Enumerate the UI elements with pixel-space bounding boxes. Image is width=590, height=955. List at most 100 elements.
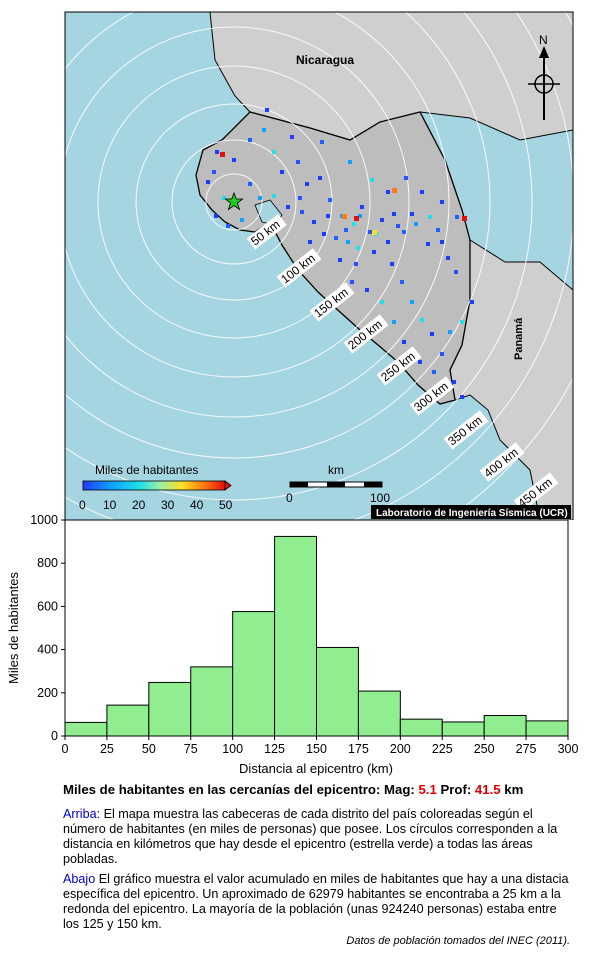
district-point: [300, 210, 304, 214]
district-point: [215, 150, 219, 154]
scale-bar: km 0 100: [286, 463, 390, 505]
district-point: [298, 196, 302, 200]
district-point: [326, 214, 330, 218]
district-point: [265, 108, 269, 112]
x-tick-label: 25: [100, 742, 114, 756]
y-tick-label: 1000: [30, 513, 58, 527]
district-point: [396, 224, 400, 228]
svg-text:30: 30: [161, 498, 175, 512]
district-point: [360, 205, 364, 209]
district-point: [356, 246, 360, 250]
district-point: [432, 370, 436, 374]
district-point: [312, 220, 316, 224]
district-point: [386, 190, 390, 194]
x-tick-label: 75: [184, 742, 198, 756]
district-point-high: [220, 152, 225, 157]
bar-0-25: [64, 721, 108, 737]
caption-arriba: Arriba: El mapa muestra las cabeceras de…: [63, 807, 558, 866]
bar-250-275: [483, 714, 527, 737]
district-point: [328, 198, 332, 202]
y-tick-label: 0: [51, 729, 58, 743]
bar-150-175: [316, 646, 359, 737]
x-tick-label: 200: [390, 742, 411, 756]
bar-225-250: [441, 721, 485, 737]
district-points: [206, 108, 474, 399]
district-point: [440, 352, 444, 356]
svg-text:100: 100: [370, 491, 390, 505]
y-tick-label: 600: [37, 599, 58, 613]
district-point: [436, 228, 440, 232]
district-point: [420, 190, 424, 194]
x-tick-label: 175: [348, 742, 369, 756]
district-point: [348, 160, 352, 164]
district-point: [400, 280, 404, 284]
district-point: [440, 240, 444, 244]
y-axis-label: Miles de habitantes: [6, 571, 21, 684]
population-map: Nicaragua Panamá N 50 km 100 km 150 km 2…: [64, 11, 574, 520]
district-point: [344, 228, 348, 232]
district-point: [350, 280, 354, 284]
district-point: [272, 194, 276, 198]
district-point: [346, 240, 350, 244]
district-point: [248, 138, 252, 142]
svg-text:0: 0: [286, 491, 293, 505]
district-point: [334, 236, 338, 240]
epicenter-star-icon: [224, 191, 244, 211]
credit-label: Laboratorio de Ingeniería Sísmica (UCR): [376, 508, 568, 519]
district-point: [305, 182, 309, 186]
x-tick-label: 250: [474, 742, 495, 756]
district-point-high: [372, 230, 377, 235]
x-axis-label: Distancia al epicentro (km): [239, 761, 393, 776]
district-point: [410, 212, 414, 216]
district-point: [460, 320, 464, 324]
x-axis-ticks: 0 25 50 75 100 125 150 175 200 225 250 275 300: [62, 736, 578, 756]
x-tick-label: 50: [142, 742, 156, 756]
y-tick-label: 400: [37, 643, 58, 657]
district-point: [222, 196, 226, 200]
bar-125-150: [274, 535, 318, 737]
nicaragua-label: Nicaragua: [296, 53, 354, 67]
district-point: [370, 178, 374, 182]
district-point: [322, 232, 326, 236]
x-tick-label: 0: [62, 742, 69, 756]
bar-75-100: [190, 666, 234, 737]
district-point: [404, 176, 408, 180]
district-point: [258, 196, 262, 200]
district-point: [352, 222, 356, 226]
panama-label: Panamá: [513, 317, 525, 360]
svg-text:10: 10: [103, 498, 117, 512]
district-point: [390, 262, 394, 266]
district-point-high: [354, 216, 359, 221]
svg-text:40: 40: [190, 498, 204, 512]
y-tick-label: 200: [37, 686, 58, 700]
district-point: [286, 205, 290, 209]
x-tick-label: 225: [432, 742, 453, 756]
district-point: [455, 215, 459, 219]
district-point: [240, 218, 244, 222]
district-point: [290, 135, 294, 139]
bar-100-125: [232, 611, 276, 737]
district-point: [214, 214, 218, 218]
caption-abajo: Abajo El gráfico muestra el valor acumul…: [63, 872, 569, 931]
bar-25-50: [106, 704, 150, 737]
population-histogram: 0 25 50 75 100 125 150 175 200 225 250 275 300 0 200 4…: [6, 513, 578, 776]
district-point: [354, 262, 358, 266]
district-point: [280, 170, 284, 174]
district-point: [368, 230, 372, 234]
district-point: [380, 218, 384, 222]
district-point: [262, 128, 266, 132]
y-axis-ticks: 0 200 400 600 800 1000: [30, 513, 65, 743]
colorbar: Miles de habitantes 0 10 20 30 40 50: [79, 463, 233, 512]
district-point: [248, 182, 252, 186]
district-point: [430, 332, 434, 336]
svg-text:0: 0: [79, 498, 86, 512]
bar-275-300: [525, 720, 569, 737]
district-point: [402, 340, 406, 344]
district-point-high: [342, 214, 347, 219]
district-point: [372, 250, 376, 254]
district-point: [206, 180, 210, 184]
district-point-high: [392, 188, 397, 193]
bar-50-75: [148, 681, 192, 737]
district-point-high: [462, 216, 467, 221]
district-point: [392, 212, 396, 216]
